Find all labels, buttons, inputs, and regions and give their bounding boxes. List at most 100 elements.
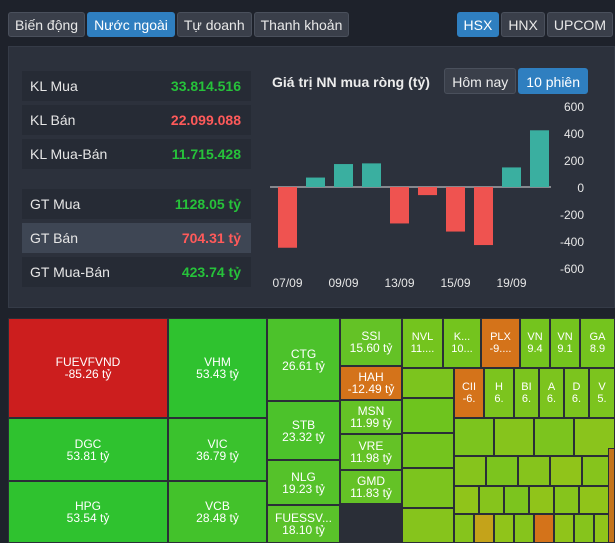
treemap-value: -85.26 tỷ <box>64 367 112 381</box>
bar-13/09 <box>390 187 409 224</box>
treemap-cell[interactable]: HAH -12.49 tỷ <box>340 366 402 400</box>
treemap-small-cell[interactable] <box>554 514 574 543</box>
treemap-small-cell[interactable] <box>518 456 550 486</box>
treemap-symbol: BI <box>521 381 532 393</box>
tab-hom-nay[interactable]: Hôm nay <box>444 68 517 94</box>
treemap-cell[interactable]: CII -6. <box>454 368 484 418</box>
treemap-value: 6. <box>571 393 582 405</box>
treemap-value: 6. <box>521 393 532 405</box>
treemap-cell[interactable]: V 5. <box>589 368 615 418</box>
tab-tu-doanh[interactable]: Tự doanh <box>176 12 252 37</box>
treemap-small-cell[interactable] <box>534 418 574 456</box>
treemap-cell[interactable]: GMD 11.83 tỷ <box>340 470 402 504</box>
treemap-cell[interactable]: SSI 15.60 tỷ <box>340 318 402 366</box>
treemap-small-cell[interactable] <box>402 468 454 508</box>
stat-label: GT Mua-Bán <box>30 264 110 280</box>
treemap-cell[interactable]: H 6. <box>484 368 514 418</box>
treemap-small-cell[interactable] <box>504 486 529 514</box>
treemap-small-cell[interactable] <box>494 514 514 543</box>
treemap-cell[interactable]: A 6. <box>539 368 564 418</box>
treemap-symbol: DGC <box>74 437 102 451</box>
tab-hnx[interactable]: HNX <box>501 12 545 37</box>
treemap-cell[interactable]: NLG 19.23 tỷ <box>267 460 340 505</box>
treemap-cell[interactable]: MSN 11.99 tỷ <box>340 400 402 434</box>
treemap-cell[interactable]: PLX -9.... <box>481 318 520 368</box>
stat-kl-ban: KL Bán 22.099.088 <box>22 105 251 135</box>
stat-label: GT Bán <box>30 230 78 246</box>
stat-label: KL Bán <box>30 112 76 128</box>
chart-title: Giá trị NN mua ròng (tỷ) <box>272 74 430 90</box>
treemap-small-cell[interactable] <box>454 418 494 456</box>
treemap-cell[interactable]: D 6. <box>564 368 589 418</box>
stat-label: KL Mua <box>30 78 78 94</box>
stat-label: KL Mua-Bán <box>30 146 108 162</box>
treemap-cell[interactable]: VN 9.1 <box>550 318 580 368</box>
treemap-small-cell[interactable] <box>574 418 615 456</box>
treemap-small-cell[interactable] <box>454 514 474 543</box>
treemap-cell[interactable]: CTG 26.61 tỷ <box>267 318 340 401</box>
treemap-cell[interactable]: FUESSV... 18.10 tỷ <box>267 505 340 543</box>
treemap-small-cell[interactable] <box>402 368 454 398</box>
tab-nuoc-ngoai[interactable]: Nước ngoài <box>87 12 175 37</box>
treemap-symbol: HAH <box>358 370 384 384</box>
treemap-cell[interactable]: BI 6. <box>514 368 539 418</box>
treemap-value: 6. <box>546 393 557 405</box>
treemap-cell[interactable]: GA 8.9 <box>580 318 615 368</box>
treemap-small-cell[interactable] <box>474 514 494 543</box>
treemap-small-cell[interactable] <box>402 433 454 468</box>
treemap-small-cell[interactable] <box>550 456 582 486</box>
view-tabs: Biến động Nước ngoài Tự doanh Thanh khoả… <box>8 12 350 37</box>
x-tick-label: 09/09 <box>328 276 358 290</box>
treemap-symbol: VCB <box>205 499 230 513</box>
treemap-cell[interactable]: VCB 28.48 tỷ <box>168 481 267 543</box>
treemap-value: 15.60 tỷ <box>349 341 393 355</box>
treemap-small-cell[interactable] <box>454 456 486 486</box>
x-tick-label: 13/09 <box>384 276 414 290</box>
treemap-small-cell[interactable] <box>494 418 534 456</box>
treemap-small-cell[interactable] <box>454 486 479 514</box>
treemap-cell[interactable]: HPG 53.54 tỷ <box>8 481 168 543</box>
treemap-small-cell[interactable] <box>554 486 579 514</box>
bar-14/09 <box>418 187 437 196</box>
treemap-value: 8.9 <box>589 343 606 355</box>
treemap-value: 53.81 tỷ <box>66 449 110 463</box>
treemap-small-cell[interactable] <box>514 514 534 543</box>
treemap-value: 23.32 tỷ <box>282 430 325 444</box>
treemap-symbol: SSI <box>361 329 381 343</box>
treemap-small-cell[interactable] <box>529 486 554 514</box>
treemap-symbol: VN <box>527 331 543 343</box>
bar-09/09 <box>334 164 353 187</box>
treemap-symbol: NVL <box>411 331 434 343</box>
tab-bien-dong[interactable]: Biến động <box>8 12 86 37</box>
exchange-tabs: HSX HNX UPCOM <box>456 12 613 37</box>
tab-hsx[interactable]: HSX <box>456 12 500 37</box>
bar-19/09 <box>502 167 521 187</box>
stat-value: 423.74 tỷ <box>181 264 241 280</box>
treemap-cell[interactable]: VIC 36.79 tỷ <box>168 418 267 481</box>
tab-upcom[interactable]: UPCOM <box>546 12 613 37</box>
treemap-small-cell[interactable] <box>402 508 454 543</box>
treemap-symbol: FUESSV... <box>275 511 332 525</box>
treemap-symbol: HPG <box>74 499 101 513</box>
treemap-cell[interactable]: DGC 53.81 tỷ <box>8 418 168 481</box>
treemap-cell[interactable]: VN 9.4 <box>520 318 550 368</box>
treemap-cell[interactable]: VRE 11.98 tỷ <box>340 434 402 470</box>
tab-10-phien[interactable]: 10 phiên <box>518 68 588 94</box>
treemap-small-cell[interactable] <box>574 514 594 543</box>
treemap-small-cell[interactable] <box>402 398 454 433</box>
stat-kl-mua: KL Mua 33.814.516 <box>22 71 251 101</box>
treemap-value: 11.98 tỷ <box>350 451 392 465</box>
treemap-cell[interactable]: FUEVFVND -85.26 tỷ <box>8 318 168 418</box>
treemap-cell[interactable]: VHM 53.43 tỷ <box>168 318 267 418</box>
treemap-cell[interactable]: NVL 11.... <box>402 318 443 368</box>
treemap-small-cell[interactable] <box>479 486 504 514</box>
treemap-value: 28.48 tỷ <box>196 511 239 525</box>
treemap-small-cell[interactable] <box>608 448 615 543</box>
treemap-symbol: FUEVFVND <box>55 355 121 369</box>
tab-thanh-khoan[interactable]: Thanh khoản <box>253 12 350 37</box>
treemap-small-cell[interactable] <box>534 514 554 543</box>
x-tick-label: 19/09 <box>496 276 526 290</box>
treemap-cell[interactable]: K... 10... <box>443 318 481 368</box>
treemap-small-cell[interactable] <box>486 456 518 486</box>
treemap-cell[interactable]: STB 23.32 tỷ <box>267 401 340 460</box>
